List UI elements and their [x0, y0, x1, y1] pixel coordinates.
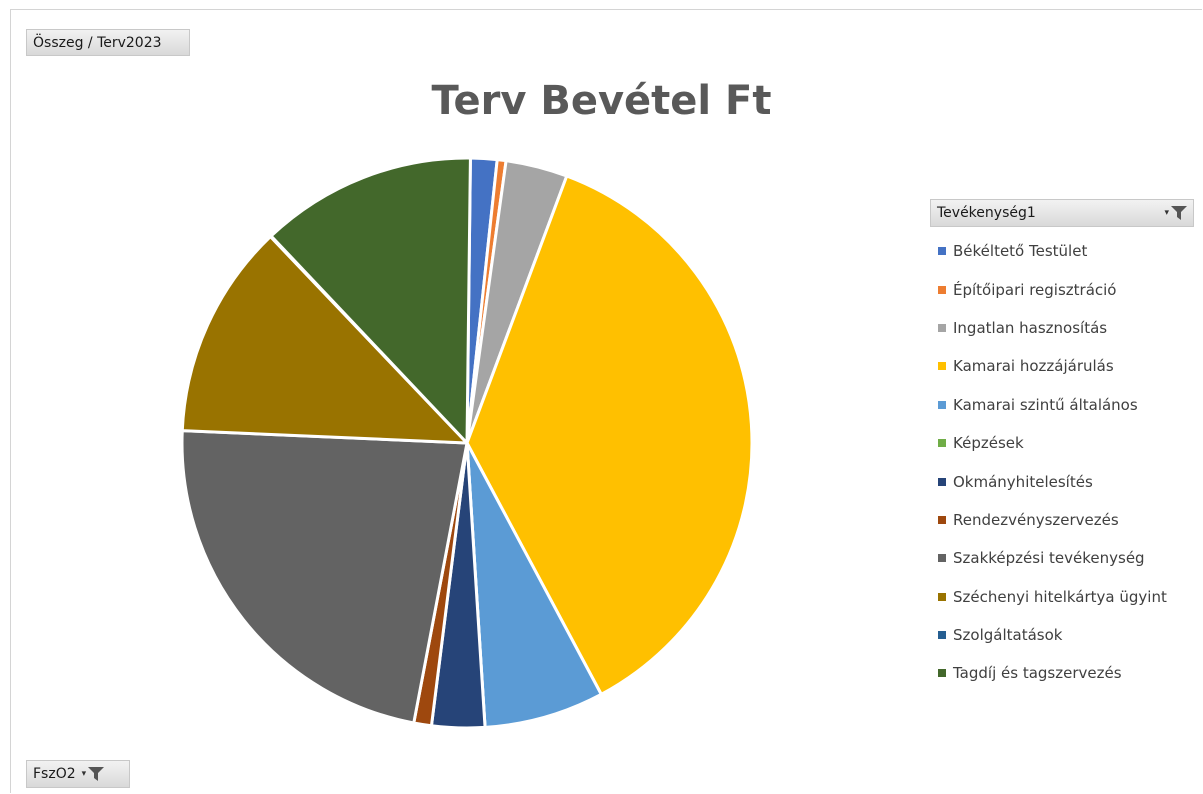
- legend-label: Széchenyi hitelkártya ügyint: [953, 587, 1167, 606]
- legend-swatch: [938, 669, 946, 678]
- value-field-button[interactable]: Összeg / Terv2023: [26, 29, 190, 56]
- legend-label: Tagdíj és tagszervezés: [953, 664, 1122, 683]
- pie-slice-szechenyi-hitelkartya-ugyint[interactable]: [180, 235, 469, 445]
- legend-item[interactable]: Építőipari regisztráció: [938, 270, 1167, 308]
- value-field-label: Összeg / Terv2023: [33, 34, 162, 51]
- legend-label: Kamarai hozzájárulás: [953, 357, 1114, 376]
- chart-area: [10, 9, 1202, 793]
- pie-slice-szakkepzesi-tevekenyseg[interactable]: [180, 429, 469, 725]
- legend-item[interactable]: Okmányhitelesítés: [938, 462, 1167, 500]
- chart-legend: Békéltető Testület Építőipari regisztráci…: [938, 232, 1167, 693]
- legend-field-label: Tevékenység1: [937, 205, 1036, 221]
- legend-item[interactable]: Ingatlan hasznosítás: [938, 309, 1167, 347]
- legend-swatch: [938, 285, 946, 294]
- legend-item[interactable]: Tagdíj és tagszervezés: [938, 654, 1167, 692]
- filter-icon: [88, 767, 105, 781]
- legend-swatch: [938, 592, 946, 601]
- legend-item[interactable]: Rendezvényszervezés: [938, 501, 1167, 539]
- legend-swatch: [938, 515, 946, 524]
- legend-item[interactable]: Képzések: [938, 424, 1167, 462]
- legend-swatch: [938, 631, 946, 640]
- legend-swatch: [938, 439, 946, 448]
- legend-label: Szolgáltatások: [953, 626, 1063, 645]
- legend-field-button[interactable]: Tevékenység1 ▾: [930, 199, 1194, 227]
- legend-item[interactable]: Széchenyi hitelkártya ügyint: [938, 578, 1167, 616]
- legend-item[interactable]: Kamarai hozzájárulás: [938, 347, 1167, 385]
- legend-item[interactable]: Kamarai szintű általános: [938, 386, 1167, 424]
- legend-filter-button[interactable]: ▾: [1164, 206, 1187, 220]
- pie-slice-kamarai-szintu-altalanos[interactable]: [465, 441, 603, 729]
- filter-field-button[interactable]: FszO2 ▾: [26, 760, 130, 788]
- legend-label: Képzések: [953, 434, 1024, 453]
- chart-title: Terv Bevétel Ft: [431, 78, 772, 124]
- dropdown-arrow-icon: ▾: [1164, 207, 1169, 218]
- legend-item[interactable]: Szakképzési tevékenység: [938, 539, 1167, 577]
- pie-chart: [180, 156, 754, 730]
- legend-item[interactable]: Békéltető Testület: [938, 232, 1167, 270]
- legend-swatch: [938, 323, 946, 332]
- legend-swatch: [938, 362, 946, 371]
- pie-slice-kamarai-hozzajarulas[interactable]: [465, 174, 754, 696]
- filter-icon: [1171, 206, 1187, 220]
- legend-swatch: [938, 400, 946, 409]
- filter-field-filter-button[interactable]: ▾: [82, 767, 105, 781]
- pie-slice-tagdij-es-tagszervezes[interactable]: [269, 156, 472, 445]
- legend-swatch: [938, 554, 946, 563]
- legend-swatch: [938, 247, 946, 256]
- legend-label: Rendezvényszervezés: [953, 510, 1119, 529]
- legend-item[interactable]: Szolgáltatások: [938, 616, 1167, 654]
- legend-swatch: [938, 477, 946, 486]
- legend-label: Okmányhitelesítés: [953, 472, 1093, 491]
- legend-label: Ingatlan hasznosítás: [953, 318, 1108, 337]
- legend-label: Építőipari regisztráció: [953, 280, 1117, 299]
- dropdown-arrow-icon: ▾: [81, 768, 87, 779]
- legend-label: Békéltető Testület: [953, 242, 1088, 261]
- legend-label: Kamarai szintű általános: [953, 395, 1138, 414]
- filter-field-label: FszO2: [33, 766, 76, 782]
- legend-label: Szakképzési tevékenység: [953, 549, 1145, 568]
